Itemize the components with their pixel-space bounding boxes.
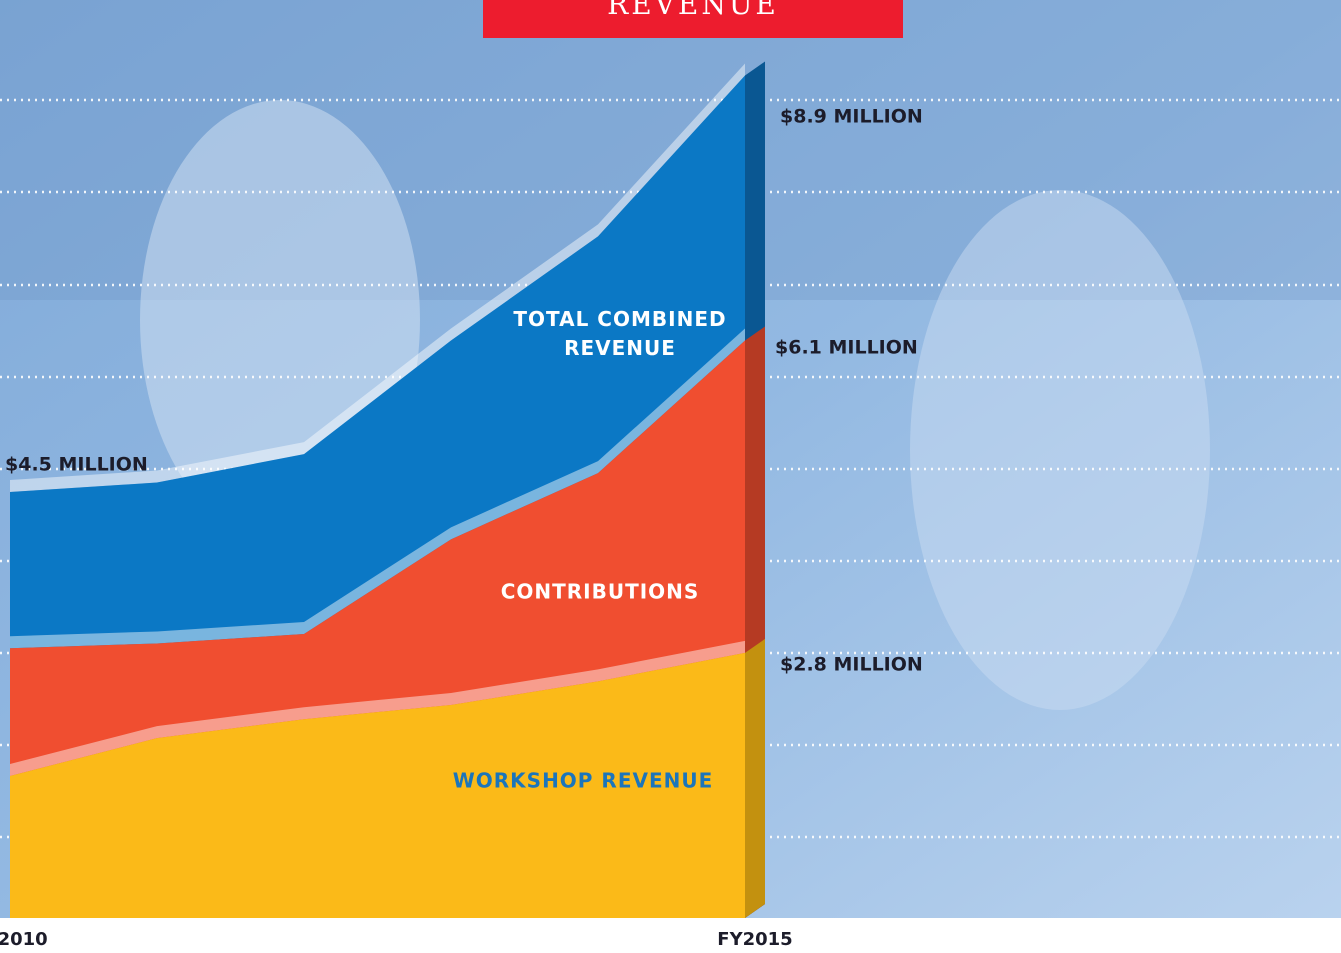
value-label: $4.5 MILLION bbox=[5, 454, 148, 476]
area-side bbox=[745, 638, 765, 918]
areas bbox=[10, 61, 765, 918]
bottom-margin bbox=[0, 918, 765, 953]
series-label: TOTAL COMBINED REVENUE bbox=[513, 307, 726, 360]
bottom-margin bbox=[765, 918, 1341, 953]
area bbox=[10, 652, 745, 918]
series-label: WORKSHOP REVENUE bbox=[453, 769, 714, 793]
area-top-edge bbox=[10, 640, 745, 776]
title-box bbox=[483, 0, 903, 38]
photo-player bbox=[910, 190, 1210, 710]
chart-title: REVENUE bbox=[607, 0, 779, 21]
x-tick-label: FY2015 bbox=[717, 929, 792, 950]
x-tick-label: FY2010 bbox=[0, 929, 48, 950]
value-label: $6.1 MILLION bbox=[775, 337, 918, 359]
value-label: $2.8 MILLION bbox=[780, 654, 923, 676]
area-top-edge bbox=[10, 328, 745, 649]
series-label: CONTRIBUTIONS bbox=[501, 580, 700, 604]
value-label: $8.9 MILLION bbox=[780, 106, 923, 128]
